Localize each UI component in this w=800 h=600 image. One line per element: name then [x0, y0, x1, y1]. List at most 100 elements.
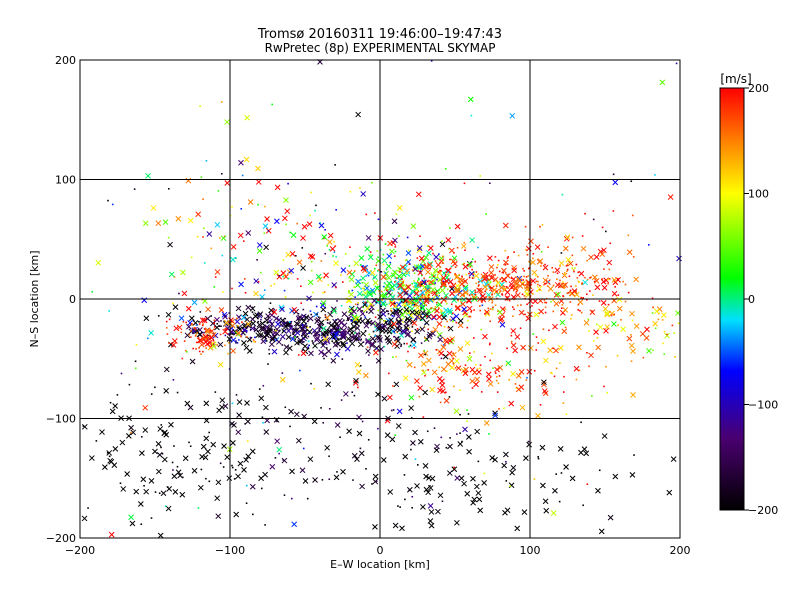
data-point-cross [364, 285, 370, 292]
data-point-dot [491, 308, 494, 311]
data-point-cross [249, 448, 256, 455]
data-point-dot [441, 500, 444, 503]
data-point-cross [423, 486, 430, 493]
data-point-dot [426, 315, 428, 318]
data-point-dot [540, 251, 543, 253]
data-point-cross [365, 235, 372, 241]
data-point-cross [235, 429, 242, 436]
data-point-dot [193, 330, 195, 333]
data-point-dot [161, 452, 164, 455]
data-point-dot [440, 301, 443, 304]
data-point-cross [376, 335, 383, 341]
data-point-cross [501, 462, 508, 469]
data-point-cross [300, 265, 306, 271]
data-point-dot [356, 303, 359, 306]
data-point-dot [313, 387, 316, 390]
data-point-cross [526, 279, 533, 286]
data-point-cross [241, 323, 248, 330]
data-point-dot [339, 331, 342, 334]
data-point-cross [581, 446, 588, 452]
data-point-dot [326, 245, 328, 247]
data-point-dot [464, 364, 467, 366]
data-point-dot [300, 285, 302, 288]
data-point-cross [357, 341, 364, 348]
data-point-dot [82, 425, 85, 427]
data-point-cross [604, 311, 611, 318]
data-point-dot [553, 375, 556, 378]
colorbar-label: [m/s] [720, 72, 751, 86]
data-point-dot [441, 255, 444, 258]
data-point-cross [331, 308, 338, 314]
data-point-dot [406, 236, 409, 239]
data-point-dot [435, 349, 438, 351]
data-point-dot [400, 275, 403, 278]
data-point-cross [462, 278, 469, 285]
data-point-dot [285, 223, 287, 226]
data-point-cross [435, 262, 442, 268]
data-point-dot [202, 323, 204, 325]
data-point-cross [264, 324, 270, 330]
data-point-dot [157, 315, 160, 317]
data-point-cross [189, 358, 196, 365]
data-point-dot [284, 296, 287, 298]
data-point-dot [150, 517, 153, 519]
chart-subtitle: RwPretec (8p) EXPERIMENTAL SKYMAP [265, 41, 496, 55]
data-point-dot [434, 306, 437, 308]
data-point-cross [347, 307, 354, 314]
data-point-cross [106, 450, 113, 456]
data-point-cross [571, 288, 578, 294]
data-point-cross [395, 423, 402, 429]
data-point-dot [355, 320, 357, 323]
data-point-dot [589, 277, 591, 279]
data-point-cross [386, 328, 393, 335]
data-point-dot [563, 287, 565, 289]
data-point-dot [446, 320, 448, 323]
data-point-cross [363, 281, 370, 288]
data-point-dot [449, 267, 452, 270]
data-point-cross [195, 211, 202, 218]
data-point-cross [626, 249, 633, 256]
data-point-cross [234, 318, 241, 325]
data-point-dot [364, 301, 367, 304]
data-point-dot [570, 317, 572, 320]
data-point-cross [363, 293, 369, 300]
data-point-cross [215, 513, 222, 520]
data-point-dot [396, 327, 399, 330]
data-point-dot [371, 483, 373, 485]
data-point-dot [463, 182, 466, 185]
data-point-cross [352, 316, 359, 322]
data-point-dot [494, 274, 496, 276]
data-point-dot [566, 268, 569, 271]
data-point-dot [501, 276, 503, 279]
data-point-cross [367, 254, 374, 261]
data-point-dot [322, 421, 325, 424]
data-point-cross [349, 271, 355, 278]
data-point-dot [346, 342, 348, 344]
data-point-dot [87, 507, 89, 509]
data-point-dot [326, 319, 329, 321]
data-point-dot [413, 304, 416, 306]
data-point-cross [140, 476, 147, 483]
data-point-cross [606, 259, 613, 266]
data-point-dot [519, 327, 522, 330]
data-point-cross [460, 243, 467, 249]
data-point-cross [454, 475, 461, 481]
data-point-dot [228, 312, 231, 314]
data-point-cross [178, 315, 185, 322]
data-point-cross [422, 389, 429, 396]
data-point-dot [494, 304, 497, 307]
data-point-cross [199, 317, 206, 324]
data-point-dot [531, 305, 533, 307]
data-point-dot [517, 254, 520, 257]
data-point-dot [544, 282, 546, 285]
data-point-cross [418, 255, 425, 262]
data-point-cross [206, 231, 213, 237]
data-point-dot [416, 328, 419, 330]
data-point-dot [449, 437, 451, 439]
data-point-dot [257, 320, 260, 323]
data-point-cross [392, 269, 398, 276]
data-point-dot [434, 260, 437, 262]
data-point-dot [192, 347, 194, 350]
data-point-dot [442, 344, 445, 346]
data-point-cross [423, 254, 429, 261]
